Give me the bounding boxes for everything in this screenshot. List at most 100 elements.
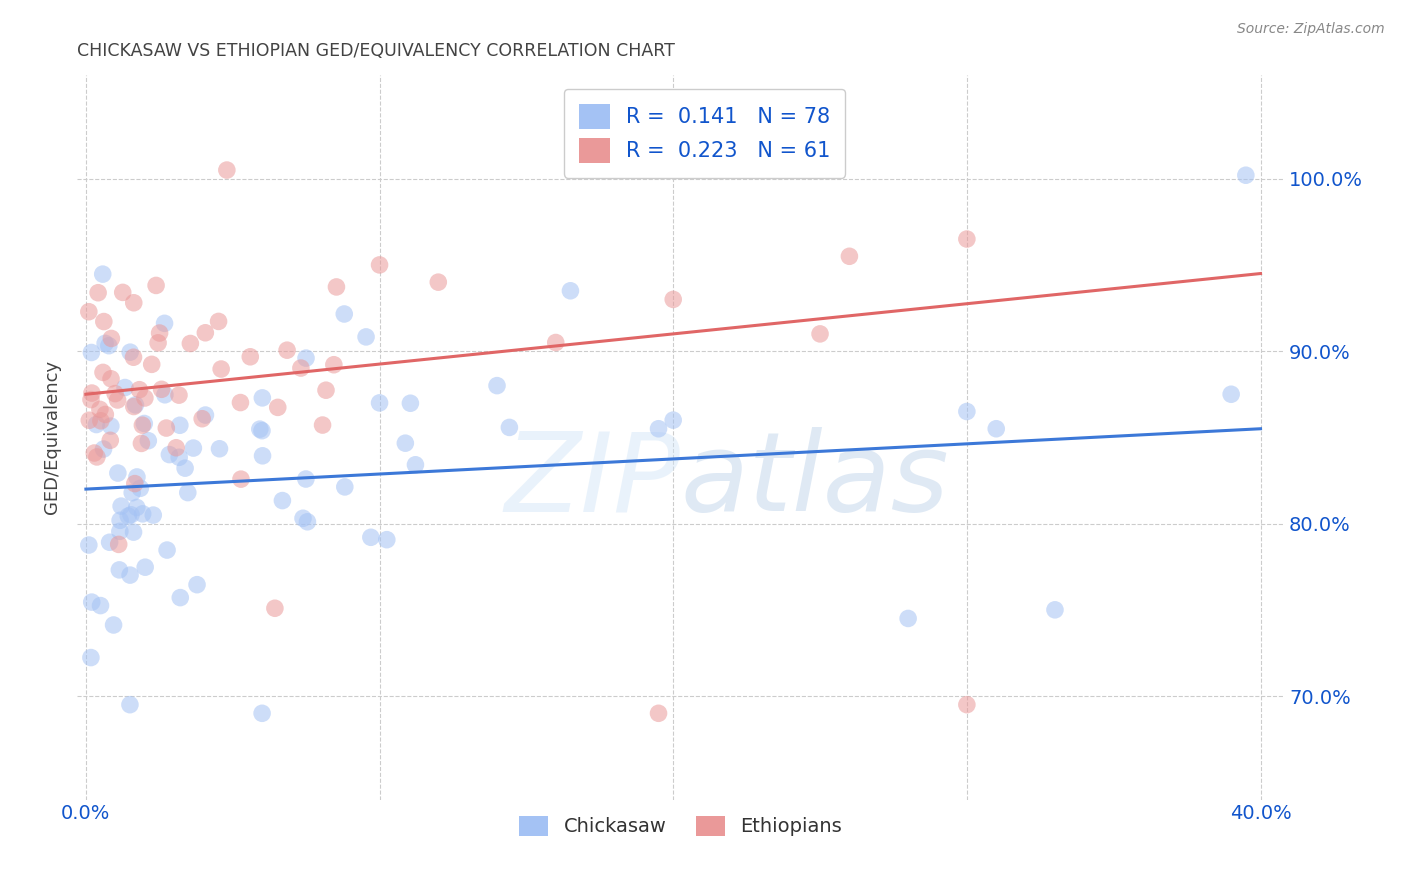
Point [252, 449, 274, 463]
Point [169, 591, 191, 605]
Point [89, 599, 111, 613]
Point [124, 476, 146, 491]
Point [86, 450, 108, 464]
Point [93, 442, 115, 456]
Point [86, 417, 108, 432]
Point [80, 392, 103, 407]
Point [375, 533, 398, 547]
Y-axis label: GED/Equivalency: GED/Equivalency [44, 360, 60, 515]
Text: Source: ZipAtlas.com: Source: ZipAtlas.com [1237, 22, 1385, 37]
Point [122, 295, 145, 310]
Point [120, 345, 142, 359]
Point [290, 361, 312, 376]
Point [544, 335, 567, 350]
Point [153, 316, 176, 330]
Point [103, 618, 125, 632]
Point [122, 350, 145, 364]
Point [122, 525, 145, 540]
Point [131, 418, 153, 433]
Point [131, 507, 153, 521]
Point [177, 485, 200, 500]
Point [90, 414, 112, 428]
Point [97, 339, 120, 353]
Point [662, 413, 685, 427]
Point [498, 420, 520, 434]
Point [239, 350, 262, 364]
Point [956, 404, 979, 418]
Point [125, 500, 148, 515]
Point [118, 698, 141, 712]
Point [169, 418, 191, 433]
Point [271, 493, 294, 508]
Point [91, 365, 114, 379]
Point [77, 413, 100, 427]
Point [838, 249, 860, 263]
Point [134, 391, 156, 405]
Point [167, 388, 190, 402]
Point [207, 314, 229, 328]
Point [136, 434, 159, 448]
Point [100, 372, 122, 386]
Point [368, 258, 391, 272]
Point [80, 650, 103, 665]
Point [808, 326, 831, 341]
Point [368, 396, 391, 410]
Point [157, 448, 180, 462]
Point [276, 343, 298, 358]
Point [297, 515, 319, 529]
Point [354, 330, 377, 344]
Point [120, 568, 142, 582]
Point [662, 293, 685, 307]
Point [93, 314, 115, 328]
Point [295, 472, 318, 486]
Point [250, 424, 273, 438]
Point [986, 422, 1008, 436]
Point [399, 396, 422, 410]
Point [107, 392, 129, 407]
Point [1220, 387, 1243, 401]
Legend: Chickasaw, Ethiopians: Chickasaw, Ethiopians [512, 808, 851, 844]
Text: ZIP: ZIP [505, 427, 681, 534]
Point [179, 336, 201, 351]
Point [560, 284, 582, 298]
Point [325, 280, 347, 294]
Point [98, 535, 121, 549]
Point [149, 326, 172, 340]
Point [165, 441, 187, 455]
Point [208, 442, 231, 456]
Point [117, 509, 139, 524]
Point [315, 383, 337, 397]
Point [146, 335, 169, 350]
Point [427, 275, 450, 289]
Point [360, 530, 382, 544]
Point [107, 466, 129, 480]
Point [94, 336, 117, 351]
Point [91, 267, 114, 281]
Point [956, 232, 979, 246]
Point [897, 611, 920, 625]
Point [956, 698, 979, 712]
Point [183, 441, 205, 455]
Point [167, 450, 190, 465]
Point [1043, 603, 1066, 617]
Point [250, 706, 273, 721]
Point [229, 472, 252, 486]
Point [108, 513, 131, 527]
Point [100, 331, 122, 345]
Point [186, 577, 208, 591]
Point [89, 402, 111, 417]
Point [333, 307, 356, 321]
Point [83, 446, 105, 460]
Point [485, 378, 508, 392]
Point [80, 345, 103, 359]
Point [107, 537, 129, 551]
Point [394, 436, 416, 450]
Point [131, 436, 153, 450]
Point [124, 398, 146, 412]
Point [134, 417, 156, 431]
Point [267, 401, 290, 415]
Point [98, 434, 121, 448]
Point [87, 285, 110, 300]
Point [125, 470, 148, 484]
Point [122, 400, 145, 414]
